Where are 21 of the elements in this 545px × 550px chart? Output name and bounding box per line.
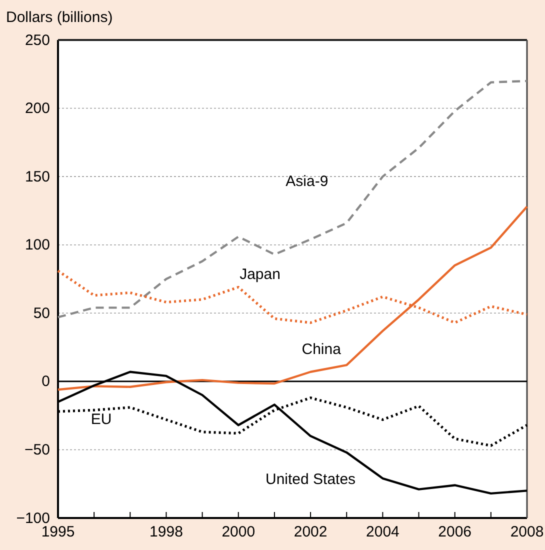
x-tick-label: 2006	[438, 524, 472, 541]
series-label: EU	[90, 410, 112, 428]
y-tick-label: 50	[33, 304, 50, 322]
line-series	[56, 80, 528, 318]
y-tick-label: 150	[24, 168, 50, 186]
y-tick-label: −50	[24, 442, 50, 459]
y-tick-label: 100	[24, 236, 50, 254]
series-label: China	[302, 341, 342, 358]
x-tick-label: 2002	[294, 524, 328, 541]
x-tick-label: 2008	[510, 524, 544, 541]
line-series	[56, 206, 528, 391]
x-tick-label: 2004	[366, 524, 400, 541]
y-tick-label: 250	[24, 32, 50, 49]
y-tick-label: 0	[42, 373, 50, 390]
y-tick-label: 200	[24, 100, 50, 118]
series-label: Japan	[240, 266, 280, 283]
x-tick-label: 1998	[150, 524, 183, 541]
x-tick-label: 2000	[222, 524, 256, 541]
text: Asia-9	[286, 173, 328, 190]
series-label: United States	[266, 470, 356, 488]
y-axis-title: Dollars (billions)	[6, 9, 113, 26]
